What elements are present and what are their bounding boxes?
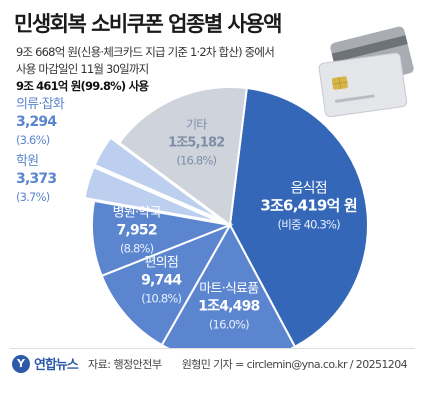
credit-text: 원형민 기자 = circlemin@yna.co.kr / 20251204	[181, 358, 408, 371]
slice-amount-label-병원-약국: 7,952	[116, 222, 156, 238]
pie-slice-병원-약국	[91, 199, 234, 278]
slice-name-label-기타: 기타	[186, 117, 207, 131]
slice-name-label-마트-식료품: 마트·식료품	[199, 282, 259, 297]
pie-slice-의류-잡화	[93, 136, 222, 221]
yonhap-logo-icon: Y	[12, 354, 30, 373]
logo-text: 연합뉴스	[34, 358, 79, 373]
slice-amount-label-학원: 3,373	[16, 171, 56, 187]
yonhap-logo: Y 연합뉴스	[12, 354, 79, 373]
slice-share-label-마트-식료품: (16.0%)	[209, 318, 249, 332]
slice-name-label-학원: 학원	[16, 154, 38, 169]
slice-name-label-편의점: 편의점	[145, 256, 178, 271]
slice-share-label-음식점: (비중 40.3%)	[278, 217, 341, 231]
pie-slice-편의점	[100, 223, 233, 347]
pie-slice-마트-식료품	[160, 222, 297, 348]
slice-amount-label-편의점: 9,744	[141, 273, 182, 289]
slice-share-label-병원-약국: (8.8%)	[120, 241, 154, 255]
source-text: 자료: 행정안전부	[88, 358, 162, 371]
slice-name-label-병원-약국: 병원·약국	[113, 205, 162, 220]
slice-share-label-학원: (3.7%)	[16, 190, 50, 204]
slice-share-label-기타: (16.8%)	[176, 153, 216, 167]
slice-share-label-편의점: (10.8%)	[141, 292, 181, 306]
slice-amount-label-기타: 1조5,182	[168, 135, 225, 150]
pie-slice-기타	[117, 86, 248, 227]
pie-slice-음식점	[228, 86, 369, 348]
slice-amount-label-의류-잡화: 3,294	[16, 114, 57, 130]
chart-title: 민생회복 소비쿠폰 업종별 사용액	[14, 12, 282, 36]
slice-amount-label-마트-식료품: 1조4,498	[198, 299, 259, 315]
subtitle-line-3: 9조 461억 원(99.8%) 사용	[16, 79, 149, 93]
slice-name-label-의류-잡화: 의류·잡화	[16, 97, 65, 112]
slice-share-label-의류-잡화: (3.6%)	[16, 133, 50, 147]
footer-divider	[10, 348, 415, 349]
slice-amount-label-음식점: 3조6,419억 원	[260, 196, 357, 214]
subtitle-line-1: 9조 668억 원(신용·체크카드 지급 기준 1·2차 합산) 중에서	[16, 45, 275, 59]
pie-slice-학원	[83, 165, 221, 224]
credit-card-icon	[318, 26, 414, 118]
slice-name-label-음식점: 음식점	[291, 180, 327, 196]
subtitle-line-2: 사용 마감일인 11월 30일까지	[16, 62, 149, 76]
